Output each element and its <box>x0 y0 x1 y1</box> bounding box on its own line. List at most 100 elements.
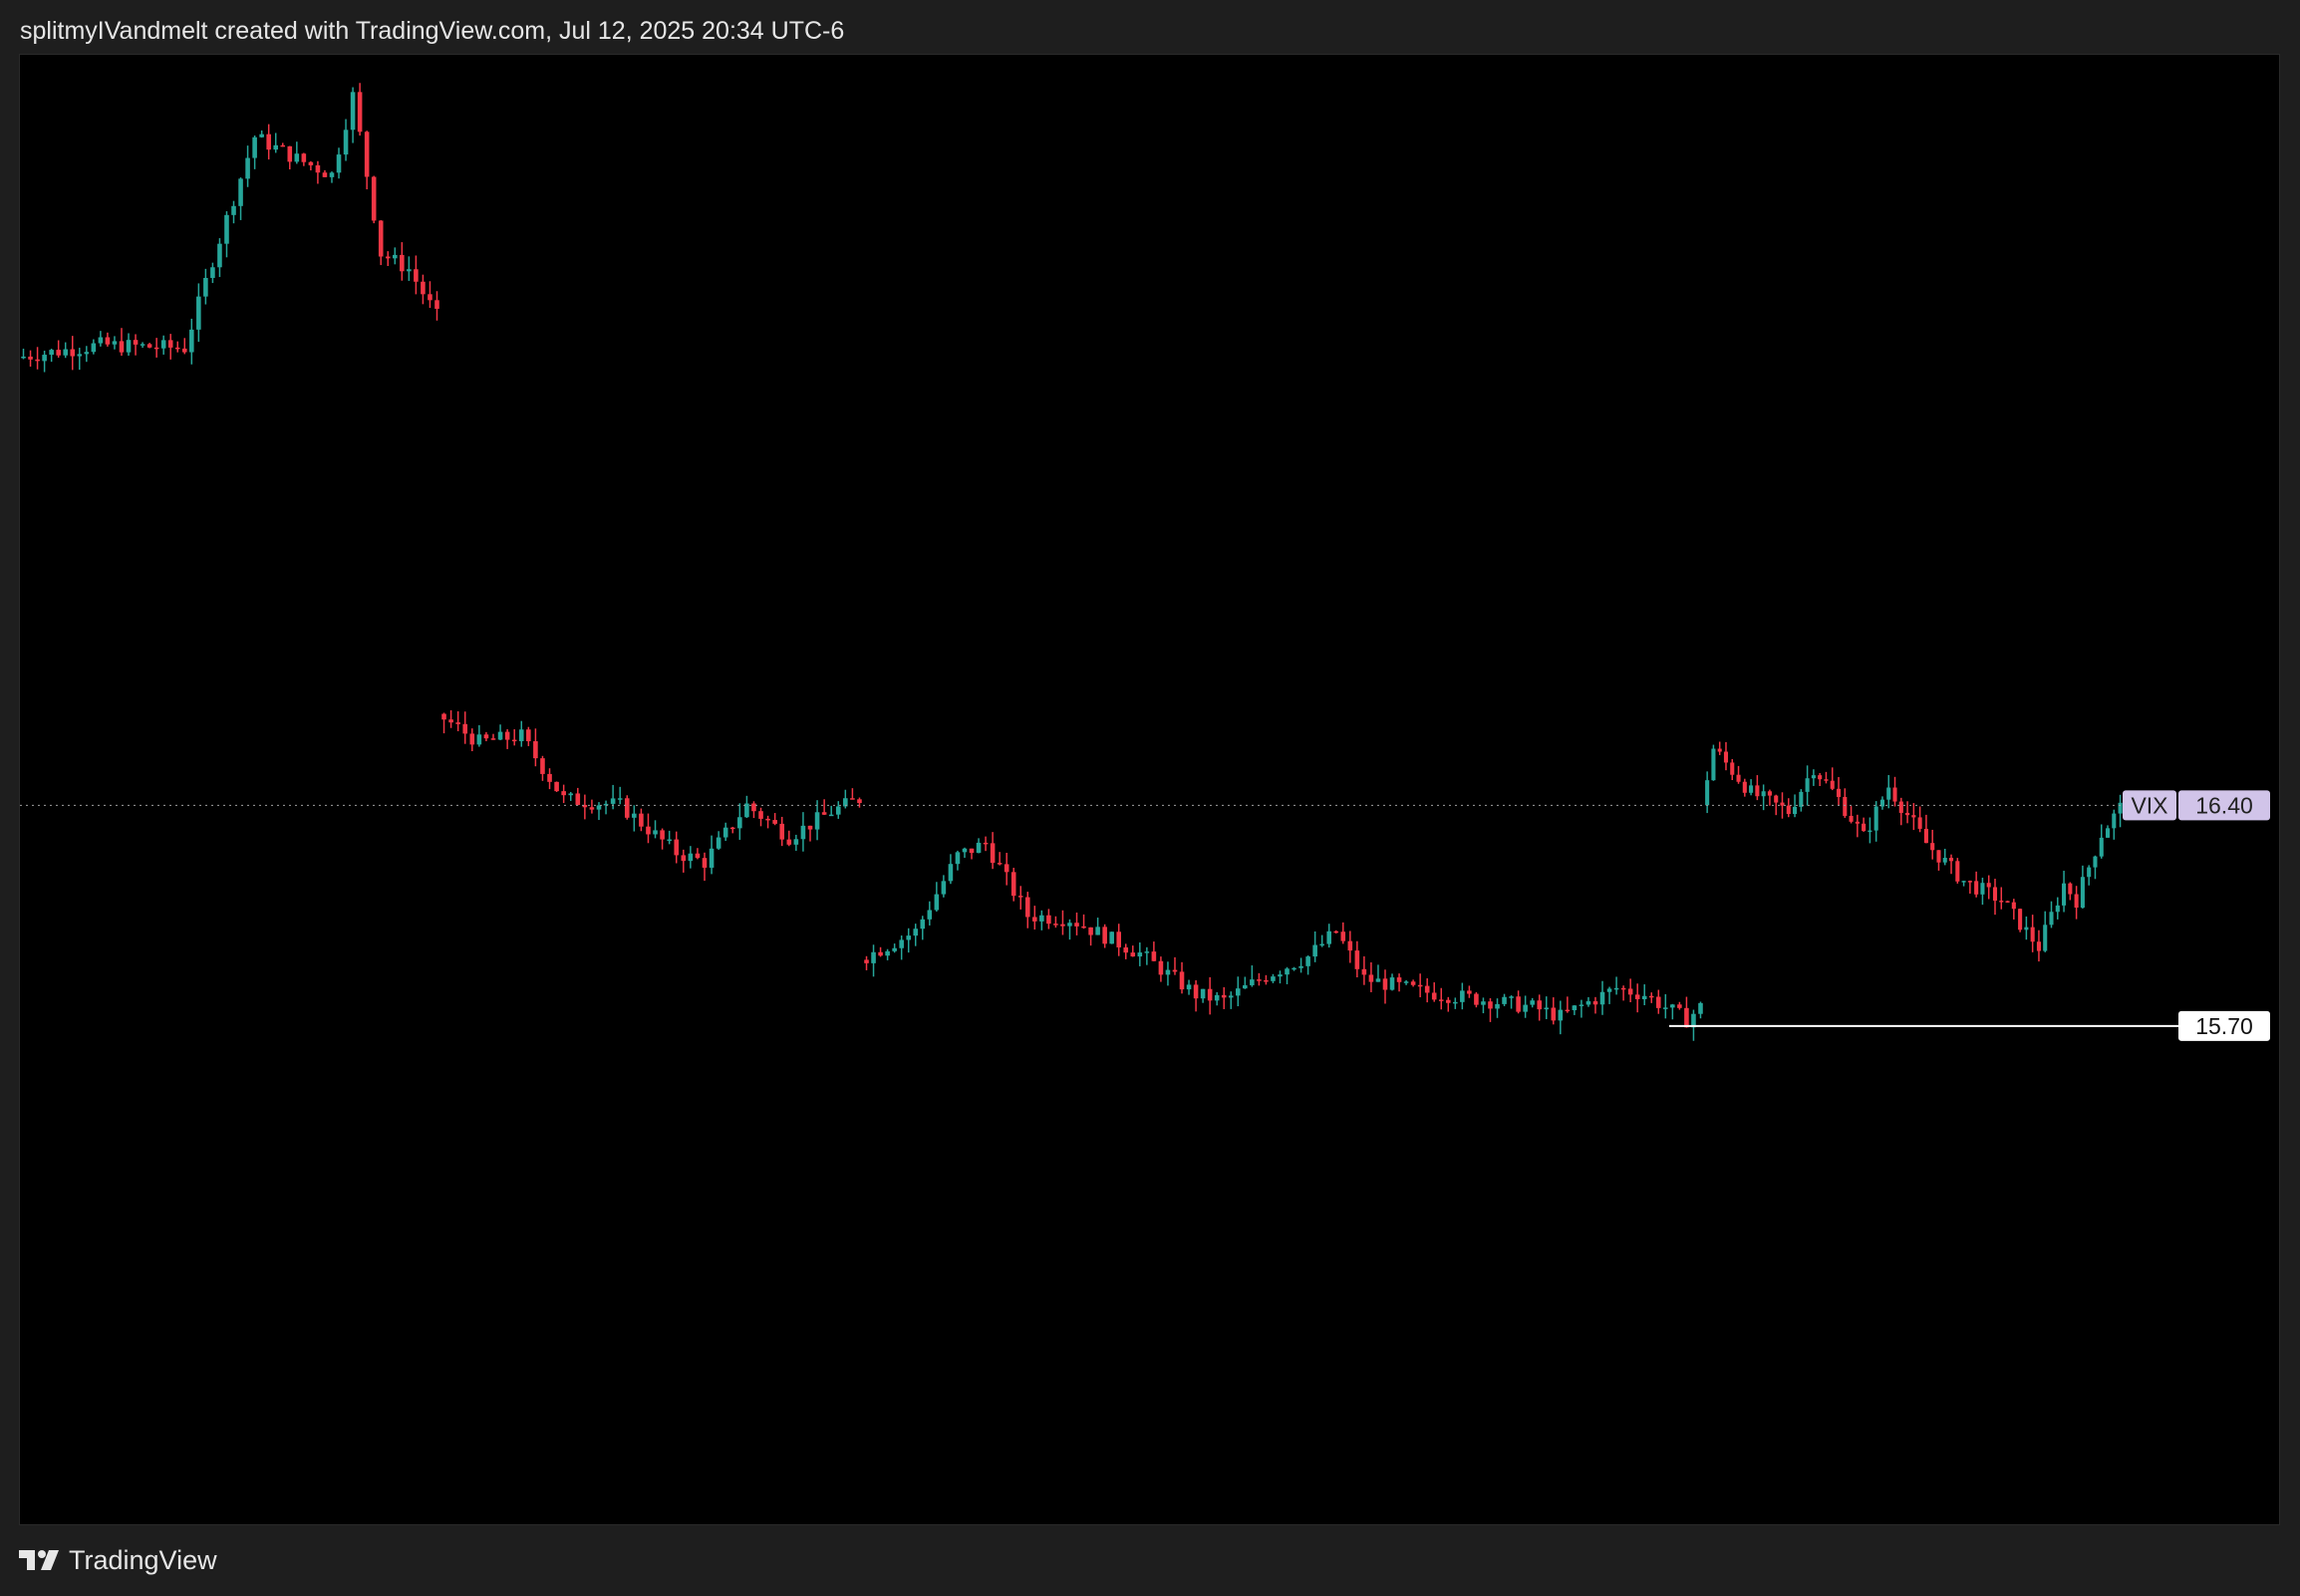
candle-body <box>329 172 335 177</box>
candle-body <box>913 929 919 936</box>
candle-body <box>1298 965 1303 968</box>
candle-body <box>997 863 1003 865</box>
candle-body <box>1930 843 1935 851</box>
candle-body <box>793 839 799 845</box>
candle-body <box>1648 995 1654 998</box>
candle-body <box>1438 999 1444 1001</box>
candle-body <box>518 729 524 741</box>
candle-body <box>1911 815 1916 818</box>
candle-body <box>779 823 785 840</box>
candle-body <box>1684 1007 1689 1028</box>
candle-body <box>245 157 250 179</box>
candle-body <box>1214 994 1220 1001</box>
candle-body <box>2043 925 2048 951</box>
candle-body <box>287 145 293 162</box>
candle-body <box>1123 946 1129 953</box>
candle-body <box>308 161 314 165</box>
candle-body <box>421 281 426 295</box>
candle-body <box>1711 748 1716 781</box>
candle-body <box>589 807 595 810</box>
candle-body <box>1786 805 1791 815</box>
candle-body <box>1855 821 1860 824</box>
candle-body <box>603 803 609 806</box>
candlestick-chart[interactable]: VIX 16.40 15.70 <box>20 55 2279 1524</box>
candle-body <box>1717 748 1722 752</box>
level-label-bg <box>2178 1010 2270 1041</box>
candle-body <box>1243 984 1248 989</box>
candle-body <box>1257 979 1262 981</box>
tradingview-logo-icon[interactable] <box>19 1548 59 1572</box>
candle-body <box>1606 988 1612 992</box>
candle-body <box>2112 813 2117 829</box>
candle-body <box>181 348 187 353</box>
symbol-label: VIX <box>2131 792 2167 818</box>
candle-body <box>1053 924 1058 926</box>
candle-body <box>639 813 644 827</box>
candle-body <box>1375 978 1381 982</box>
candle-body <box>1410 981 1416 985</box>
candle-body <box>1730 762 1735 775</box>
candle-body <box>1200 988 1206 999</box>
candle-body <box>807 825 813 830</box>
candle-body <box>610 798 616 804</box>
candle-body <box>21 356 26 359</box>
candle-body <box>1347 940 1353 951</box>
candle-body <box>273 144 279 150</box>
candle-body <box>1382 978 1388 990</box>
candle-body <box>357 92 363 133</box>
candle-body <box>800 825 806 840</box>
candle-body <box>2105 828 2111 838</box>
candle-body <box>63 349 69 356</box>
candle-body <box>1677 1004 1682 1008</box>
chart-panel[interactable]: VIX 16.40 15.70 <box>19 54 2280 1525</box>
candle-body <box>231 205 236 215</box>
candle-body <box>1193 984 1199 999</box>
candle-body <box>315 164 321 173</box>
candle-body <box>716 837 721 849</box>
candle-body <box>1999 901 2004 903</box>
footer-brand[interactable]: TradingView <box>69 1544 217 1575</box>
candle-body <box>497 731 503 740</box>
candle-body <box>2049 912 2054 926</box>
candle-body <box>1818 775 1823 780</box>
candle-body <box>49 350 54 356</box>
candle-body <box>1793 806 1798 815</box>
candle-body <box>1516 996 1521 1012</box>
candle-body <box>434 300 439 309</box>
candle-body <box>105 337 111 345</box>
candle-body <box>1396 977 1402 982</box>
candle-body <box>217 243 222 268</box>
candle-body <box>1039 915 1044 922</box>
candle-body <box>1824 779 1829 781</box>
candle-body <box>632 813 637 818</box>
candle-body <box>2074 894 2079 909</box>
candle-body <box>1081 926 1086 929</box>
candle-body <box>153 347 159 350</box>
candle-body <box>1032 917 1037 922</box>
candle-body <box>2099 837 2104 857</box>
candle-body <box>1354 950 1360 969</box>
chart-caption: splitmyIVandmelt created with TradingVie… <box>20 17 845 45</box>
candle-body <box>1898 801 1903 813</box>
candle-body <box>1736 774 1741 782</box>
candle-body <box>526 729 531 742</box>
candle-body <box>2011 902 2016 910</box>
candle-body <box>1830 780 1835 789</box>
candle-body <box>969 848 975 854</box>
candle-body <box>1892 787 1897 802</box>
candle-body <box>1278 974 1283 977</box>
candle-body <box>1453 1001 1458 1004</box>
candle-body <box>786 839 792 845</box>
candle-body <box>428 294 432 301</box>
candle-body <box>828 814 834 817</box>
candle-body <box>540 758 545 774</box>
candle-body <box>2118 802 2123 814</box>
candle-body <box>112 341 118 345</box>
candle-body <box>1961 881 1966 883</box>
candle-body <box>814 812 820 830</box>
candle-body <box>1024 897 1030 918</box>
candle-body <box>1879 799 1885 807</box>
candle-body <box>934 894 940 911</box>
candle-body <box>385 256 391 259</box>
candle-body <box>1305 956 1310 966</box>
